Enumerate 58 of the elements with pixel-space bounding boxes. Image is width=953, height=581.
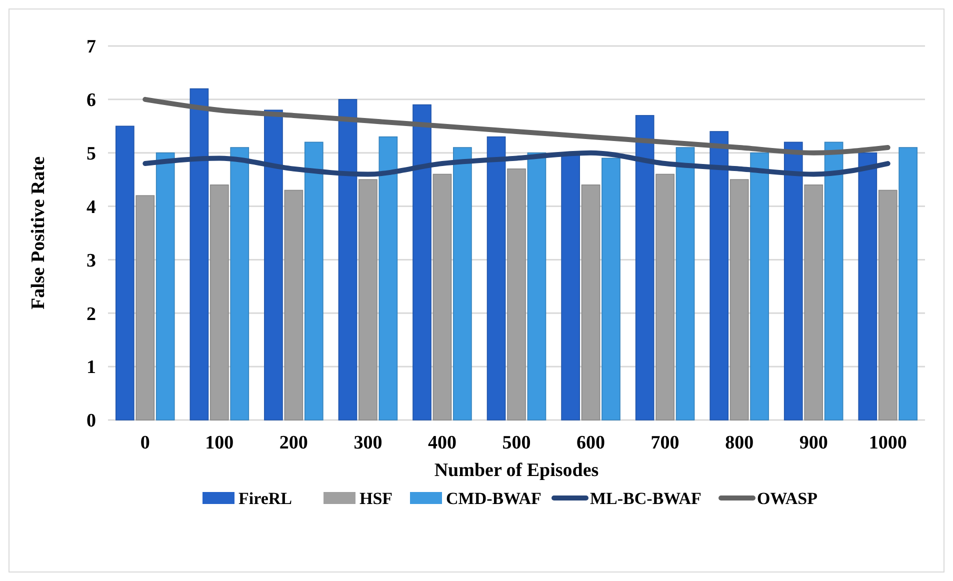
bar — [730, 179, 749, 420]
x-tick-label: 1000 — [868, 432, 907, 454]
bar — [230, 147, 250, 420]
bar — [581, 184, 600, 420]
y-tick-label: 7 — [86, 36, 96, 58]
legend-label: OWASP — [757, 488, 818, 508]
bar — [304, 142, 324, 420]
bar — [190, 88, 209, 420]
bar — [784, 142, 803, 420]
bar — [602, 158, 620, 420]
x-axis-title: Number of Episodes — [434, 460, 599, 481]
bar — [264, 110, 283, 420]
bar — [878, 190, 898, 420]
bar — [898, 147, 918, 420]
x-tick-label: 800 — [725, 432, 754, 454]
y-tick-label: 2 — [86, 304, 96, 325]
y-tick-label: 1 — [86, 357, 96, 378]
legend-label: HSF — [360, 488, 393, 508]
x-tick-label: 300 — [354, 432, 382, 454]
bar — [824, 142, 844, 420]
bar — [676, 147, 695, 420]
bar — [136, 195, 155, 420]
bar — [453, 147, 472, 420]
bar — [750, 152, 769, 420]
legend-label: CMD-BWAF — [446, 488, 542, 508]
bar — [338, 99, 358, 420]
bar — [378, 136, 398, 420]
y-tick-label: 0 — [86, 410, 96, 432]
x-tick-label: 0 — [140, 432, 150, 454]
x-tick-label: 700 — [650, 432, 680, 454]
bar — [710, 131, 729, 420]
x-tick-label: 500 — [502, 432, 531, 454]
legend-label: FireRL — [238, 488, 292, 508]
bar — [412, 104, 432, 420]
bar — [358, 179, 378, 420]
bar — [284, 190, 304, 420]
y-tick-label: 5 — [86, 144, 96, 165]
bar — [432, 174, 452, 420]
y-tick-label: 4 — [86, 196, 96, 218]
bar — [527, 152, 546, 420]
bar — [635, 115, 654, 420]
y-tick-label: 3 — [86, 250, 96, 272]
x-tick-label: 400 — [428, 432, 456, 454]
legend-label: ML-BC-BWAF — [590, 488, 702, 508]
bar — [507, 168, 526, 420]
y-tick-label: 6 — [86, 90, 96, 112]
bar — [804, 184, 824, 420]
bar — [210, 184, 229, 420]
x-tick-label: 600 — [576, 432, 606, 454]
x-tick-label: 100 — [205, 432, 234, 454]
bar — [486, 136, 506, 420]
bar — [156, 152, 175, 420]
y-axis-title: False Positive Rate — [28, 156, 49, 310]
bar — [858, 152, 878, 420]
x-tick-label: 200 — [279, 432, 308, 454]
bar — [656, 174, 674, 420]
x-tick-label: 900 — [799, 432, 828, 454]
bar — [116, 126, 134, 420]
